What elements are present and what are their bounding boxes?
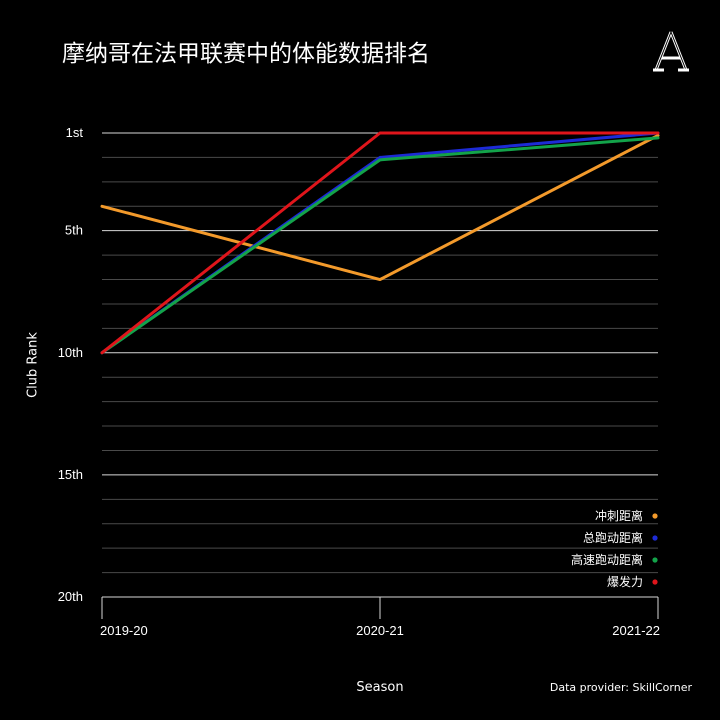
athletic-logo-icon	[653, 31, 689, 72]
y-axis-label: Club Rank	[25, 332, 41, 398]
data-provider-credit: Data provider: SkillCorner	[549, 681, 692, 694]
x-tick-label: 2019-20	[100, 623, 148, 638]
chart-title: 摩纳哥在法甲联赛中的体能数据排名	[62, 41, 430, 67]
y-tick-label: 15th	[58, 467, 83, 482]
legend-label: 爆发力	[607, 574, 643, 589]
series-line	[100, 131, 660, 355]
legend-marker	[652, 513, 658, 519]
legend-label: 冲刺距离	[595, 508, 643, 523]
series-line	[100, 131, 660, 355]
series-line	[100, 133, 660, 282]
legend-label: 总跑动距离	[583, 530, 643, 545]
legend-label: 高速跑动距离	[571, 552, 643, 567]
legend-marker	[652, 557, 658, 563]
series-line	[100, 136, 660, 355]
y-tick-label: 5th	[65, 223, 83, 238]
legend-marker	[652, 535, 658, 541]
x-tick-label: 2021-22	[612, 623, 660, 638]
y-tick-label: 10th	[58, 345, 83, 360]
y-tick-label: 1st	[66, 125, 84, 140]
x-tick-label: 2020-21	[356, 623, 404, 638]
y-tick-label: 20th	[58, 589, 83, 604]
x-axis-label: Season	[356, 680, 404, 695]
legend-marker	[652, 579, 658, 585]
